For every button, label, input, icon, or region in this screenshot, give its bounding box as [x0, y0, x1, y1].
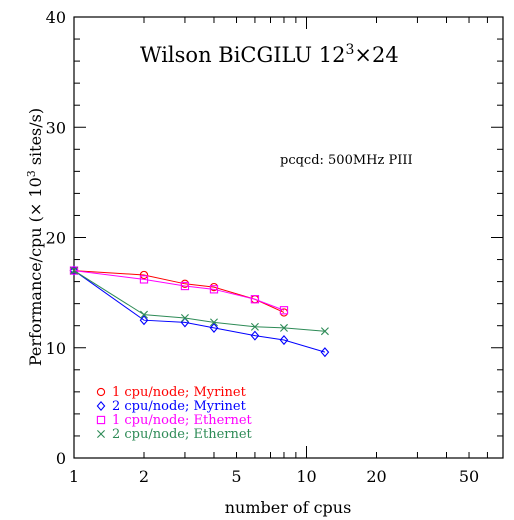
y-axis-label-suffix: sites/s)	[26, 108, 45, 170]
legend-marker	[97, 430, 105, 438]
data-point	[250, 330, 260, 341]
x-tick-label: 2	[139, 467, 149, 486]
y-axis-label: Performance/cpu (× 103 sites/s)	[25, 108, 45, 366]
data-point	[279, 306, 289, 315]
legend-marker	[96, 400, 106, 412]
x-tick-label: 50	[459, 467, 479, 486]
x-tick-label: 20	[366, 467, 386, 486]
chart-title-main: Wilson BiCGILU 12	[140, 43, 345, 67]
series-line	[73, 270, 285, 313]
x-tick-label: 5	[231, 467, 241, 486]
data-point	[250, 295, 260, 304]
x-axis-label: number of cpus	[225, 498, 352, 517]
data-point	[279, 323, 288, 332]
data-point	[180, 313, 189, 322]
chart-title-sup: 3	[345, 42, 354, 58]
legend-marker	[96, 387, 106, 397]
data-point	[139, 315, 149, 326]
data-point	[209, 322, 219, 333]
legend-label: 1 cpu/node; Myrinet	[112, 385, 247, 400]
data-point	[250, 322, 259, 331]
data-point	[320, 327, 329, 336]
data-point	[209, 318, 218, 327]
y-tick-label: 20	[46, 229, 66, 248]
chart-annotation: pcqcd: 500MHz PIII	[280, 153, 413, 168]
data-point	[320, 347, 330, 358]
data-point	[69, 265, 79, 276]
data-point	[139, 270, 149, 280]
data-point	[139, 275, 149, 284]
series-line	[73, 270, 285, 311]
y-tick-label: 40	[46, 8, 66, 27]
legend-label: 2 cpu/node; Ethernet	[112, 427, 253, 442]
series-4	[70, 266, 329, 336]
legend-label: 1 cpu/node; Ethernet	[112, 413, 253, 428]
data-point	[279, 334, 289, 346]
data-point	[180, 281, 190, 291]
axis-ticks	[73, 16, 504, 459]
data-point	[70, 266, 78, 275]
chart-title: Wilson BiCGILU 123×24	[140, 42, 399, 67]
data-point	[69, 266, 79, 275]
series-layer	[69, 265, 330, 358]
y-tick-label: 30	[46, 118, 66, 137]
data-point	[209, 285, 219, 294]
y-tick-label: 0	[56, 449, 66, 468]
series-3	[69, 266, 289, 315]
x-tick-label: 10	[296, 467, 316, 486]
y-axis-label-main: Performance/cpu (× 10	[26, 177, 45, 366]
axis-tick-labels: 1 2 5 10 20 50 0 10 20 30 40	[46, 8, 480, 486]
chart-title-suffix: ×24	[354, 43, 398, 67]
series-line	[73, 270, 326, 353]
legend-label: 2 cpu/node; Myrinet	[112, 399, 247, 414]
series-line	[73, 270, 325, 332]
x-tick-label: 1	[69, 467, 79, 486]
y-axis-label-sup: 3	[25, 170, 38, 177]
series-2	[69, 265, 330, 358]
legend-marker	[96, 415, 106, 425]
y-tick-label: 10	[46, 339, 66, 358]
data-point	[140, 310, 148, 319]
